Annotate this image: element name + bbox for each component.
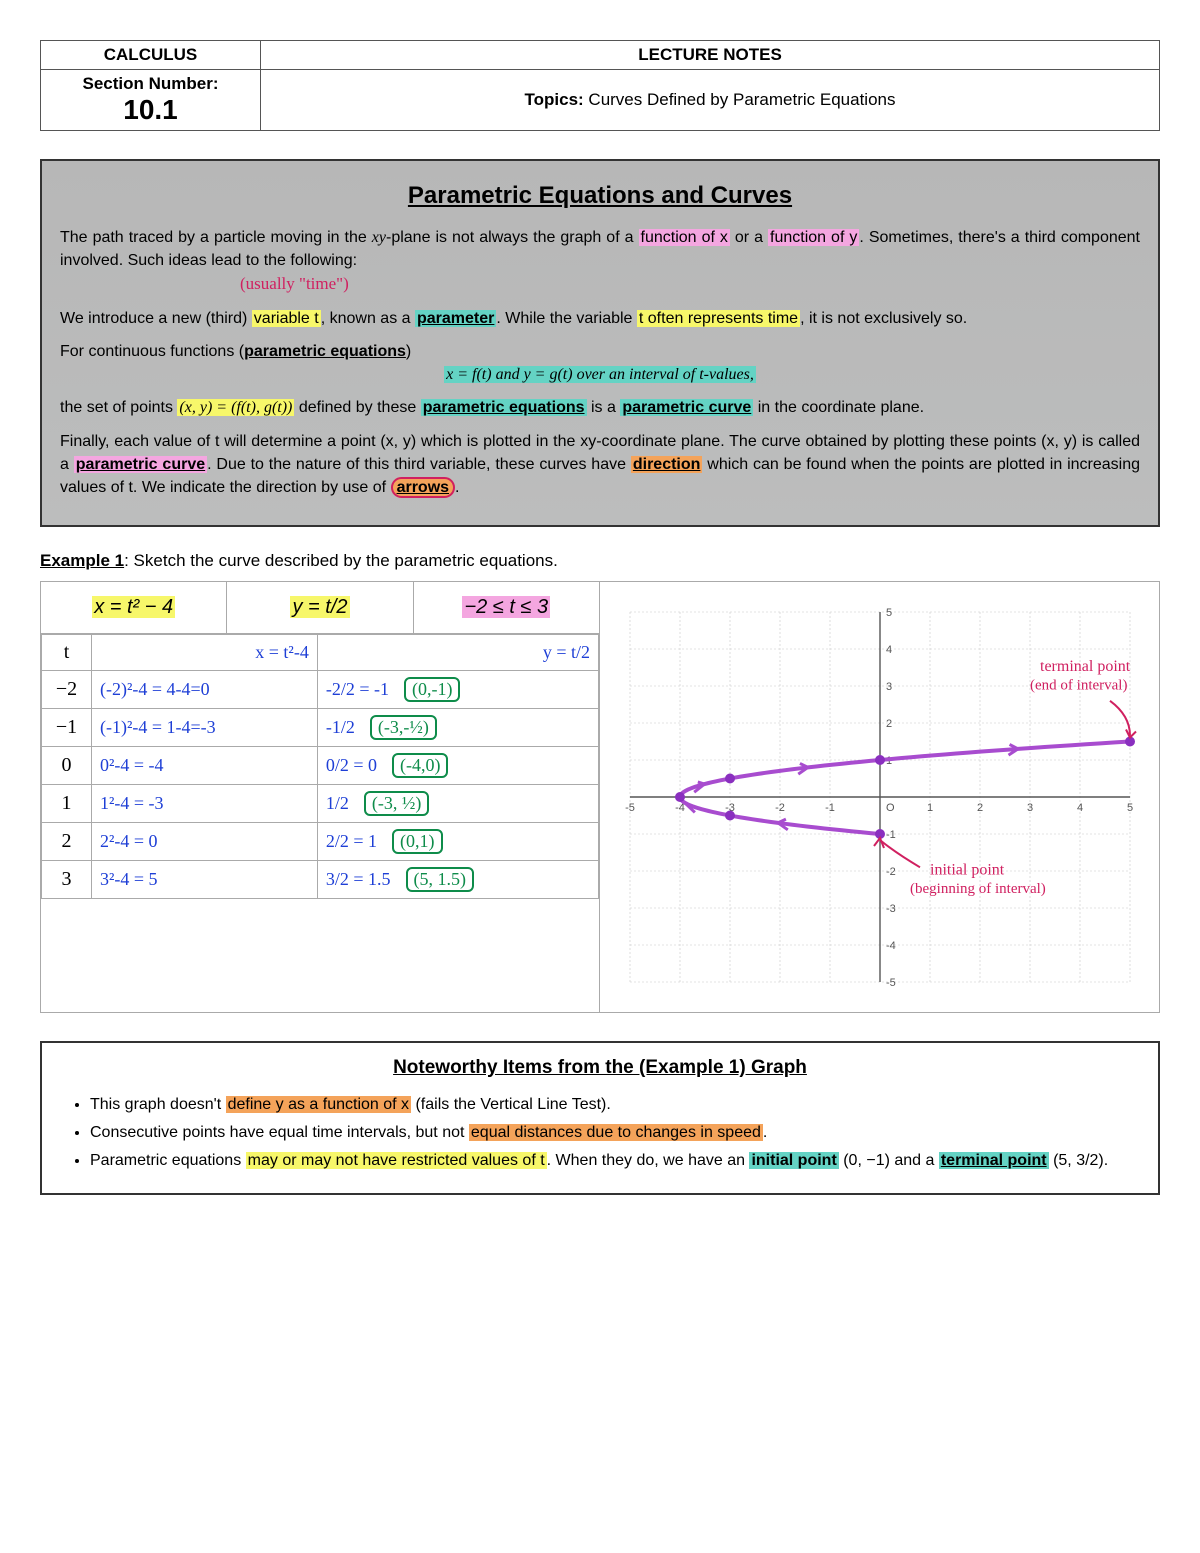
p2: We introduce a new (third) variable t, k… (60, 307, 1140, 330)
svg-text:(beginning of interval): (beginning of interval) (910, 881, 1046, 897)
topics-text: Curves Defined by Parametric Equations (584, 90, 896, 109)
svg-text:-5: -5 (625, 802, 635, 814)
p4: the set of points (x, y) = (f(t), g(t)) … (60, 396, 1140, 419)
note-item-3: Parametric equations may or may not have… (90, 1147, 1138, 1175)
svg-text:-1: -1 (825, 802, 835, 814)
svg-text:5: 5 (886, 607, 892, 619)
table-head-row: t x = t²-4 y = t/2 (42, 635, 599, 671)
eq-domain: −2 ≤ t ≤ 3 (414, 582, 599, 633)
note-item-1: This graph doesn't define y as a functio… (90, 1091, 1138, 1119)
svg-text:-2: -2 (775, 802, 785, 814)
noteworthy-box: Noteworthy Items from the (Example 1) Gr… (40, 1041, 1160, 1195)
noteworthy-heading: Noteworthy Items from the (Example 1) Gr… (62, 1057, 1138, 1079)
concept-heading: Parametric Equations and Curves (60, 179, 1140, 214)
svg-text:2: 2 (886, 718, 892, 730)
note-item-2: Consecutive points have equal time inter… (90, 1119, 1138, 1147)
svg-text:(end of interval): (end of interval) (1030, 678, 1127, 694)
p5: Finally, each value of t will determine … (60, 430, 1140, 500)
table-row: 22²-4 = 02/2 = 1 (0,1) (42, 823, 599, 861)
p3: For continuous functions (parametric equ… (60, 340, 1140, 386)
svg-text:initial point: initial point (930, 862, 1005, 879)
svg-text:-5: -5 (886, 977, 896, 989)
equations-row: x = t² − 4 y = t/2 −2 ≤ t ≤ 3 (41, 582, 599, 634)
svg-text:4: 4 (1077, 802, 1083, 814)
svg-text:1: 1 (927, 802, 933, 814)
p1: The path traced by a particle moving in … (60, 226, 1140, 297)
svg-text:-4: -4 (886, 940, 896, 952)
svg-text:3: 3 (1027, 802, 1033, 814)
svg-text:2: 2 (977, 802, 983, 814)
data-table: t x = t²-4 y = t/2 −2(-2)²-4 = 4-4=0-2/2… (41, 634, 599, 899)
example-container: x = t² − 4 y = t/2 −2 ≤ t ≤ 3 t x = t²-4… (40, 581, 1160, 1013)
concept-box: Parametric Equations and Curves The path… (40, 159, 1160, 527)
table-col: x = t² − 4 y = t/2 −2 ≤ t ≤ 3 t x = t²-4… (41, 582, 600, 1012)
svg-text:-1: -1 (886, 829, 896, 841)
table-row: −2(-2)²-4 = 4-4=0-2/2 = -1 (0,-1) (42, 671, 599, 709)
handnote-time: (usually "time") (240, 274, 349, 293)
svg-text:-3: -3 (886, 903, 896, 915)
section-label: Section Number: (82, 74, 218, 93)
svg-text:4: 4 (886, 644, 892, 656)
table-row: 33²-4 = 53/2 = 1.5 (5, 1.5) (42, 861, 599, 899)
table-row: −1(-1)²-4 = 1-4=-3-1/2 (-3,-½) (42, 709, 599, 747)
course-cell: CALCULUS (41, 41, 261, 70)
svg-text:5: 5 (1127, 802, 1133, 814)
parametric-graph: -5-4-3-2-112345-5-4-3-2-112345Oterminal … (600, 582, 1160, 1012)
svg-text:-2: -2 (886, 866, 896, 878)
arrows-circled: arrows (391, 477, 455, 498)
eq-y: y = t/2 (227, 582, 413, 633)
header-table: CALCULUS LECTURE NOTES Section Number: 1… (40, 40, 1160, 131)
section-cell: Section Number: 10.1 (41, 70, 261, 131)
example-heading: Example 1: Sketch the curve described by… (40, 551, 1160, 571)
title-cell: LECTURE NOTES (261, 41, 1160, 70)
svg-text:O: O (886, 802, 895, 814)
eq-x: x = t² − 4 (41, 582, 227, 633)
svg-text:3: 3 (886, 681, 892, 693)
table-row: 00²-4 = -40/2 = 0 (-4,0) (42, 747, 599, 785)
topics-cell: Topics: Curves Defined by Parametric Equ… (261, 70, 1160, 131)
noteworthy-list: This graph doesn't define y as a functio… (62, 1091, 1138, 1175)
table-row: 11²-4 = -31/2 (-3, ½) (42, 785, 599, 823)
section-number: 10.1 (123, 94, 178, 125)
topics-label: Topics: (525, 90, 584, 109)
svg-text:terminal point: terminal point (1040, 658, 1131, 675)
graph-col: -5-4-3-2-112345-5-4-3-2-112345Oterminal … (600, 582, 1159, 1012)
